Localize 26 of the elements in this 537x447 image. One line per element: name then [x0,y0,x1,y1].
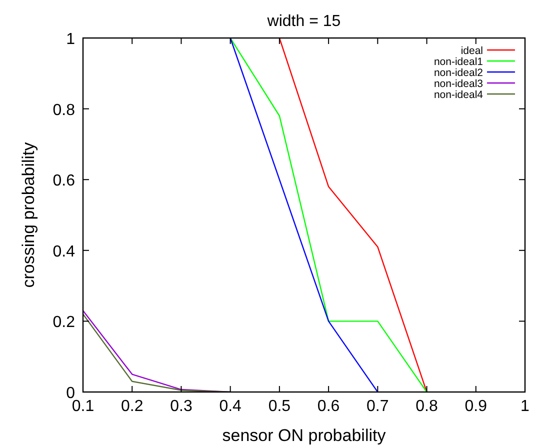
legend-label: ideal [460,45,483,57]
x-tick-label: 0.2 [120,398,144,415]
y-tick-label: 0.8 [52,102,76,119]
y-tick-label: 1 [66,31,76,48]
x-tick-label: 0.7 [366,398,389,415]
line-series [230,38,378,392]
x-tick-label: 0.4 [219,398,242,415]
legend-label: non-ideal3 [434,78,484,90]
y-tick-label: 0.6 [52,172,76,190]
legend-label: non-ideal4 [434,89,484,101]
chart-title: width = 15 [266,13,341,30]
legend-label: non-ideal1 [434,56,484,68]
line-series [278,38,428,392]
legend-label: non-ideal2 [434,67,484,79]
x-tick-label: 0.9 [464,398,488,415]
x-tick-label: 1 [520,398,530,415]
y-tick-label: 0.2 [52,314,76,332]
y-axis-title: crossing probability [19,142,38,288]
line-series [230,38,428,392]
x-tick-label: 0.5 [268,398,291,415]
x-tick-label: 0.3 [170,398,192,415]
x-axis-title: sensor ON probability [222,426,386,445]
x-tick-label: 0.6 [317,398,340,415]
x-tick-label: 0.8 [416,398,438,415]
x-tick-label: 0.1 [72,398,94,415]
y-tick-label: 0.4 [52,243,76,260]
